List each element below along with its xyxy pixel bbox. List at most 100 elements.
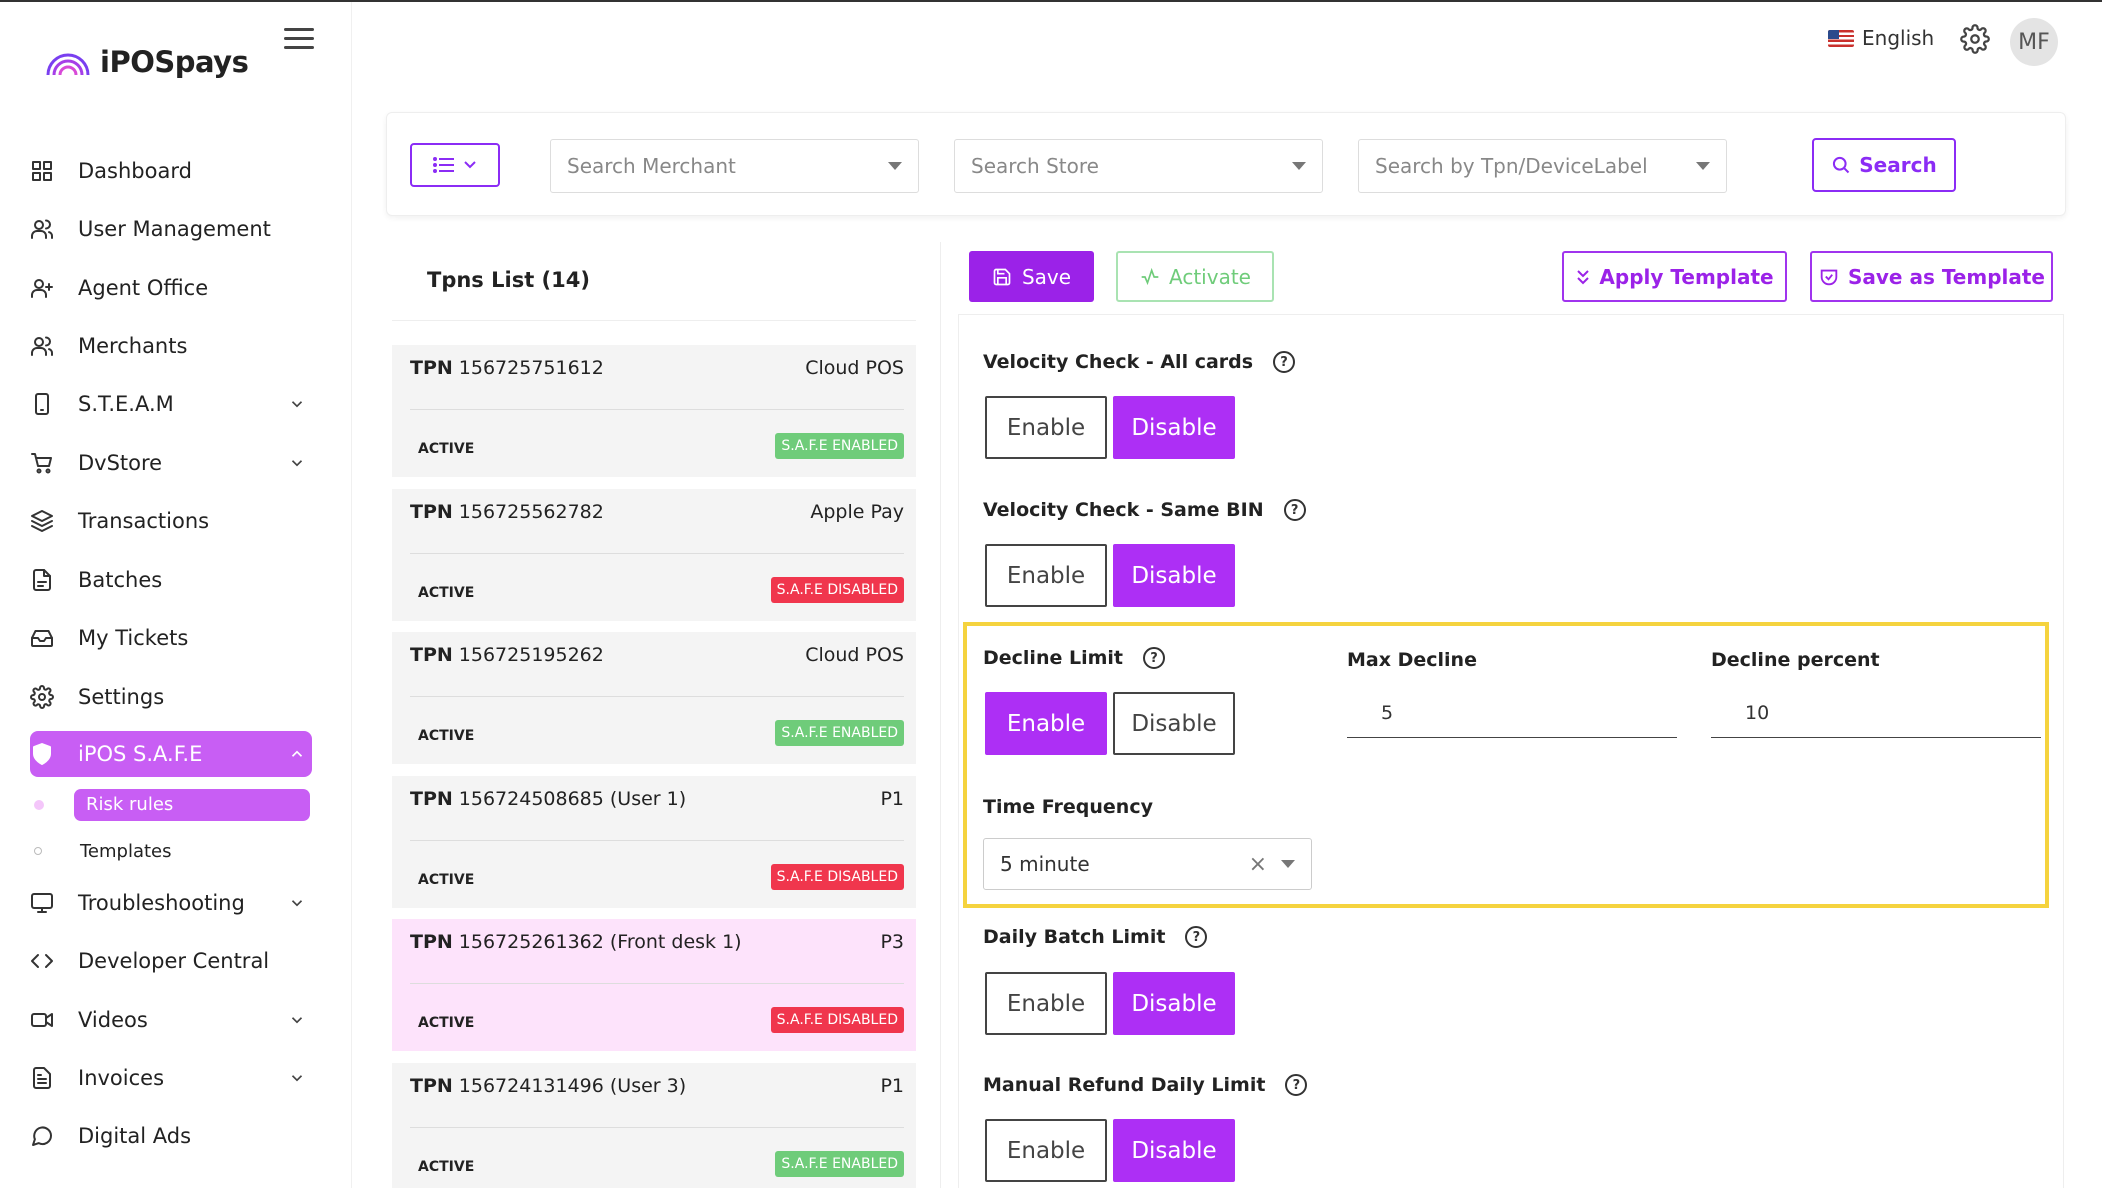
help-circle-icon[interactable]: ?: [1283, 499, 1306, 521]
activate-button[interactable]: Activate: [1116, 251, 1274, 302]
disable-button[interactable]: Disable: [1113, 972, 1235, 1035]
merchant-select[interactable]: Search Merchant: [550, 139, 919, 193]
us-flag-icon: [1828, 29, 1854, 47]
caret-down-icon[interactable]: [1281, 860, 1295, 868]
subnav-templates[interactable]: Templates: [30, 835, 312, 867]
nav-agent-office[interactable]: Agent Office: [30, 265, 312, 311]
decline-percent-input[interactable]: 10: [1711, 688, 2041, 738]
help-circle-icon[interactable]: ?: [1185, 926, 1208, 948]
view-toggle-button[interactable]: [410, 143, 500, 187]
divider: [410, 1127, 904, 1128]
save-button[interactable]: Save: [969, 251, 1094, 302]
rainbow-logo-icon: [46, 53, 90, 76]
nav-troubleshooting[interactable]: Troubleshooting: [30, 880, 312, 926]
avatar[interactable]: MF: [2010, 18, 2058, 66]
disable-button[interactable]: Disable: [1113, 692, 1235, 755]
nav-ipos-safe[interactable]: iPOS S.A.F.E: [30, 731, 312, 777]
save-as-template-button[interactable]: Save as Template: [1810, 251, 2053, 302]
save-as-template-label: Save as Template: [1847, 264, 2045, 289]
file-icon: [30, 568, 54, 592]
nav-my-tickets[interactable]: My Tickets: [30, 615, 312, 661]
enable-button[interactable]: Enable: [985, 1119, 1107, 1182]
tpn-card[interactable]: TPN 156725562782 Apple Pay ACTIVE S.A.F.E DI…: [392, 489, 916, 621]
tpn-header: TPN 156725751612 Cloud POS: [410, 357, 904, 379]
gear-icon[interactable]: [1960, 24, 1990, 54]
activity-icon: [1141, 267, 1159, 285]
subnav-risk-rules[interactable]: Risk rules: [30, 789, 312, 821]
apply-template-label: Apply Template: [1599, 264, 1774, 289]
tpn-device-type: P3: [880, 931, 904, 953]
chevron-down-icon[interactable]: [288, 1011, 306, 1029]
search-button[interactable]: Search: [1812, 138, 1956, 192]
floppy-disk-icon: [993, 268, 1011, 285]
nav-videos[interactable]: Videos: [30, 997, 312, 1043]
chevron-down-icon[interactable]: [288, 1069, 306, 1087]
tpn-card[interactable]: TPN 156724508685 (User 1) P1 ACTIVE S.A.F.E …: [392, 776, 916, 908]
rule-label-daily-batch: Daily Batch Limit ?: [983, 926, 1208, 948]
nav-dashboard[interactable]: Dashboard: [30, 148, 312, 194]
nav-user-management[interactable]: User Management: [30, 206, 312, 252]
nav-digital-ads[interactable]: Digital Ads: [30, 1113, 312, 1159]
tpn-card[interactable]: TPN 156725195262 Cloud POS ACTIVE S.A.F.E EN…: [392, 632, 916, 764]
enable-button[interactable]: Enable: [985, 972, 1107, 1035]
subnav-label: Templates: [80, 840, 172, 862]
help-circle-icon[interactable]: ?: [1273, 351, 1296, 373]
nav-transactions[interactable]: Transactions: [30, 498, 312, 544]
nav-developer-central[interactable]: Developer Central: [30, 938, 312, 984]
users-icon: [30, 217, 54, 241]
rule-title: Daily Batch Limit: [983, 926, 1166, 948]
safe-status-badge: S.A.F.E ENABLED: [775, 433, 904, 459]
tpn-id: 156725751612: [458, 357, 604, 379]
tpn-card[interactable]: TPN 156724131496 (User 3) P1 ACTIVE S.A.F.E …: [392, 1063, 916, 1188]
nav-label: My Tickets: [78, 626, 189, 650]
enable-button[interactable]: Enable: [985, 692, 1107, 755]
nav-label: Batches: [78, 568, 163, 592]
store-select[interactable]: Search Store: [954, 139, 1323, 193]
chevron-down-icon[interactable]: [288, 894, 306, 912]
tpn-header: TPN 156724508685 (User 1) P1: [410, 788, 904, 810]
time-frequency-select[interactable]: 5 minute ×: [983, 838, 1312, 890]
tpn-card[interactable]: TPN 156725751612 Cloud POS ACTIVE S.A.F.E EN…: [392, 345, 916, 477]
tpn-list-title: Tpns List (14): [427, 268, 590, 292]
brand-logo[interactable]: iPOSpays: [44, 40, 249, 84]
nav-label: Dashboard: [78, 159, 192, 183]
help-circle-icon[interactable]: ?: [1285, 1074, 1308, 1096]
nav-steam[interactable]: S.T.E.A.M: [30, 381, 312, 427]
tpn-card[interactable]: TPN 156725261362 (Front desk 1) P3 ACTIVE S.…: [392, 919, 916, 1051]
caret-down-icon: [1696, 162, 1710, 170]
chevron-up-icon[interactable]: [288, 745, 306, 763]
max-decline-input[interactable]: 5: [1347, 688, 1677, 738]
tpn-status: ACTIVE: [418, 1159, 475, 1175]
enable-button[interactable]: Enable: [985, 396, 1107, 459]
clear-icon[interactable]: ×: [1248, 851, 1267, 877]
chat-icon: [30, 1124, 54, 1148]
nav-label: Developer Central: [78, 949, 270, 973]
chevron-down-icon[interactable]: [288, 395, 306, 413]
nav-invoices[interactable]: Invoices: [30, 1055, 312, 1101]
time-frequency-label: Time Frequency: [983, 796, 1153, 818]
disable-button[interactable]: Disable: [1113, 396, 1235, 459]
invoice-icon: [30, 1066, 54, 1090]
nav-batches[interactable]: Batches: [30, 557, 312, 603]
divider: [392, 320, 916, 321]
shield-icon: [30, 742, 54, 766]
disable-button[interactable]: Disable: [1113, 544, 1235, 607]
language-selector[interactable]: English: [1828, 26, 1934, 50]
apply-template-button[interactable]: Apply Template: [1562, 251, 1787, 302]
menu-toggle-icon[interactable]: [284, 28, 314, 52]
help-circle-icon[interactable]: ?: [1143, 647, 1165, 669]
rule-title: Decline Limit: [983, 647, 1123, 669]
chevron-down-icon[interactable]: [288, 454, 306, 472]
nav-label: iPOS S.A.F.E: [78, 742, 203, 766]
nav-settings[interactable]: Settings: [30, 674, 312, 720]
tpn-status: ACTIVE: [418, 441, 475, 457]
tpn-prefix: TPN: [410, 1075, 453, 1097]
nav-merchants[interactable]: Merchants: [30, 323, 312, 369]
disable-button[interactable]: Disable: [1113, 1119, 1235, 1182]
video-icon: [30, 1008, 54, 1032]
toggle-velocity-all: Enable Disable: [985, 396, 1235, 459]
layers-icon: [30, 509, 54, 533]
enable-button[interactable]: Enable: [985, 544, 1107, 607]
tpn-select[interactable]: Search by Tpn/DeviceLabel: [1358, 139, 1727, 193]
nav-dvstore[interactable]: DvStore: [30, 440, 312, 486]
